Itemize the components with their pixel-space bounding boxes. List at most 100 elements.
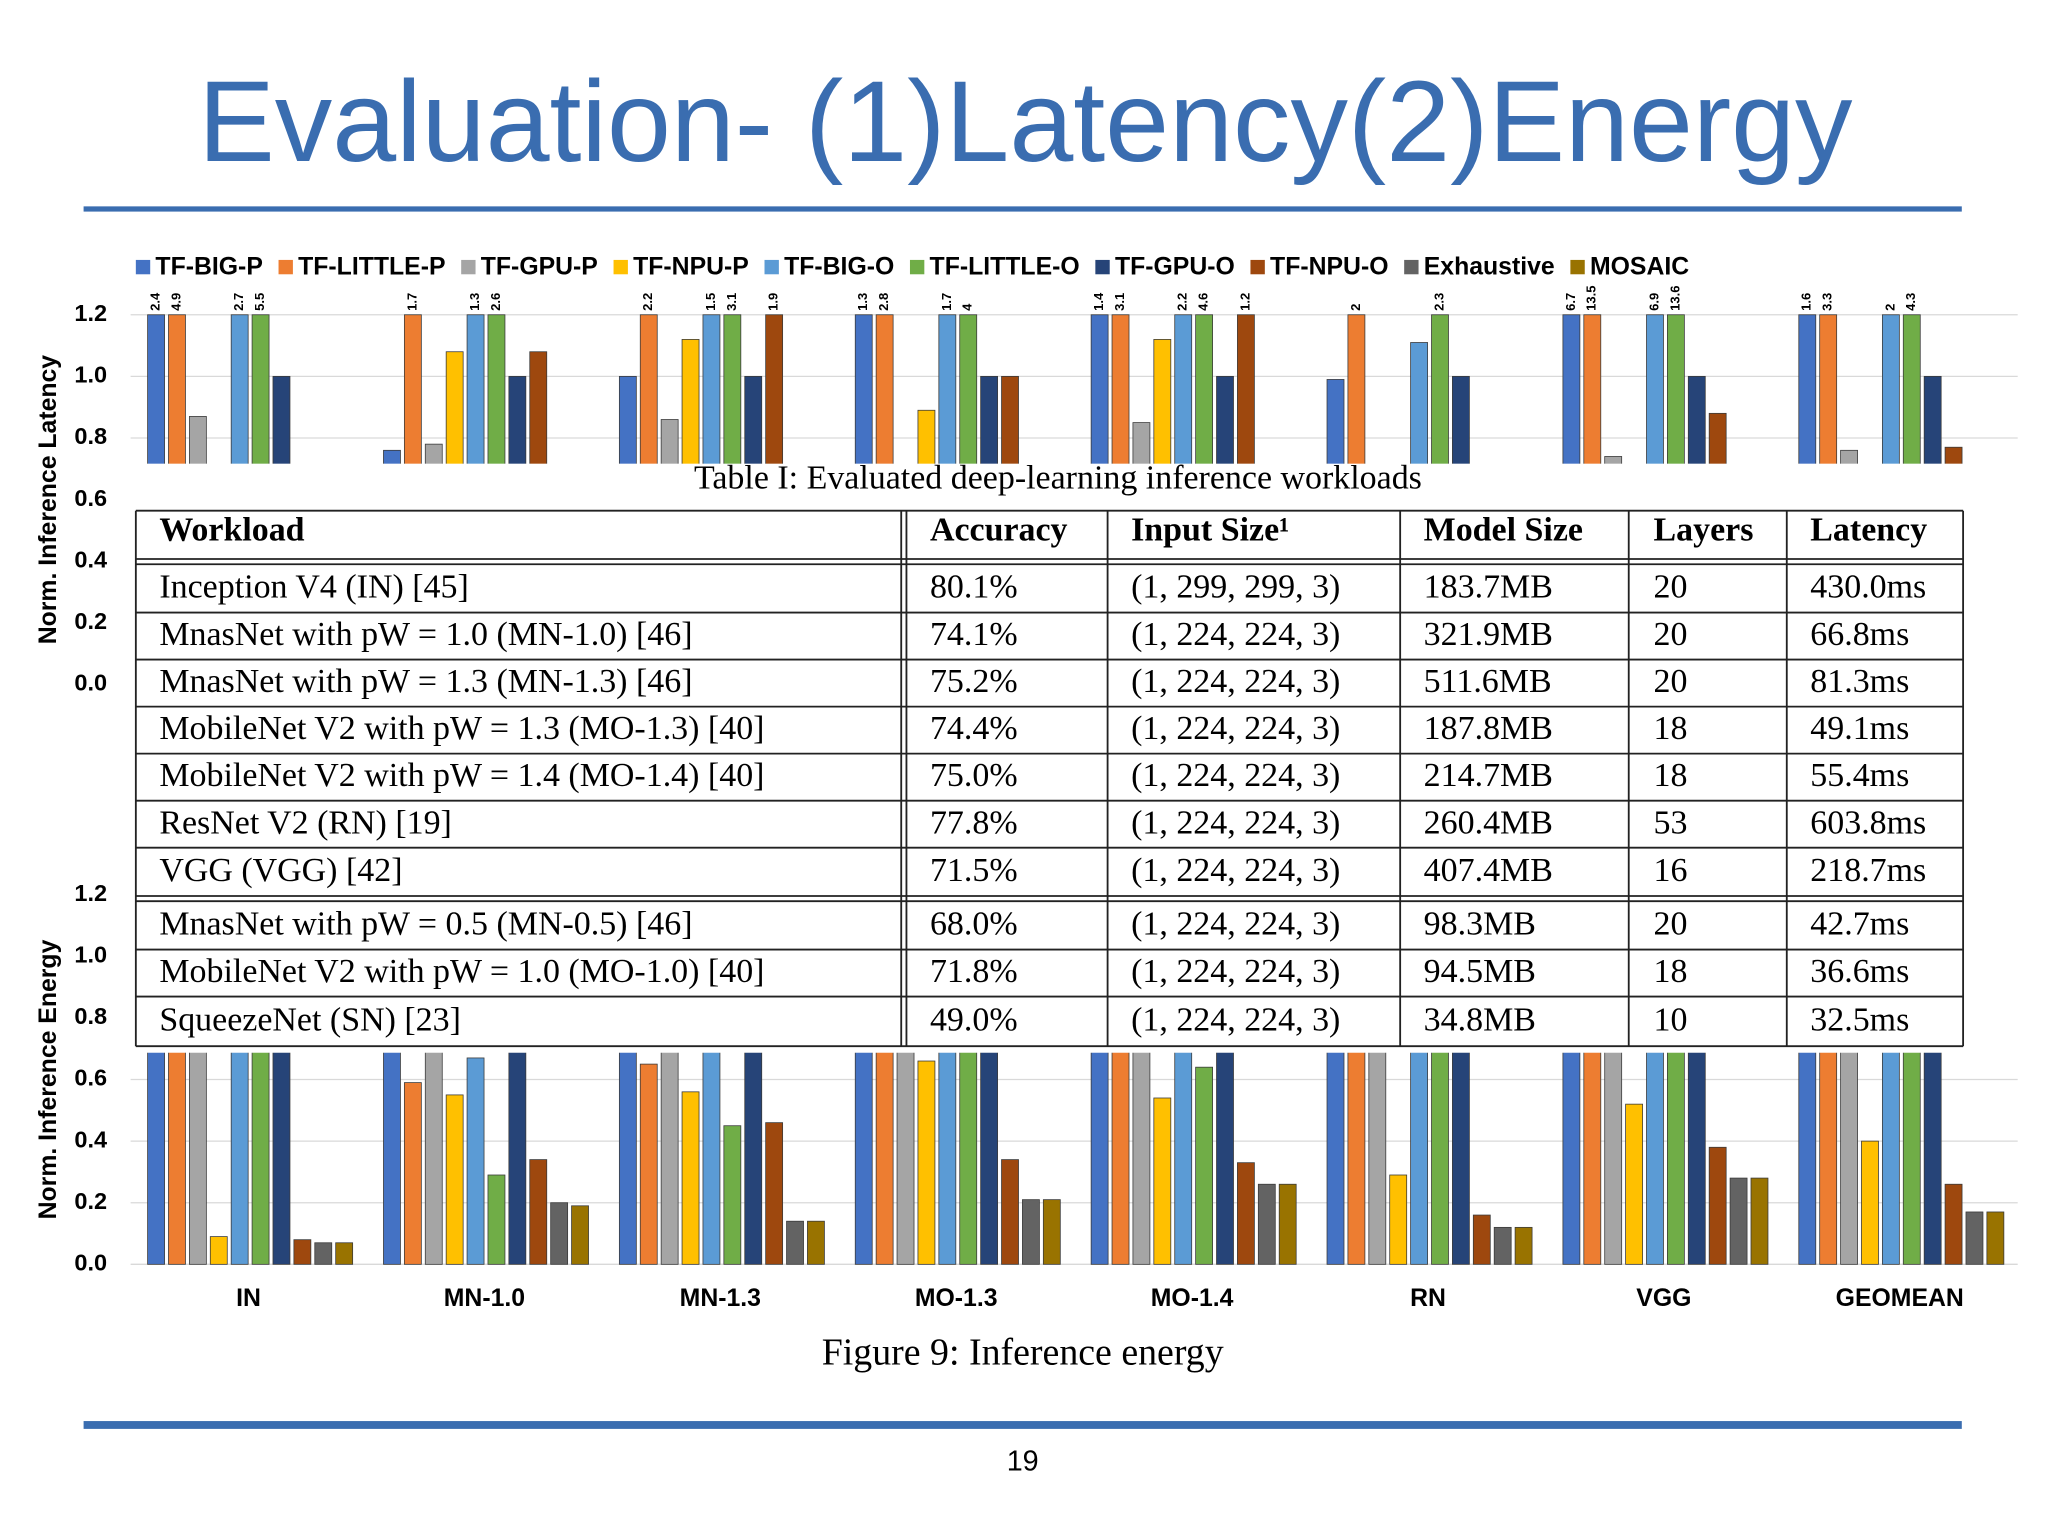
table-cell: 75.2% [930, 663, 1018, 700]
table-cell: 18 [1654, 953, 1688, 990]
bar [529, 1159, 548, 1265]
x-tick-label: GEOMEAN [1836, 1285, 1964, 1312]
value-label: 1.3 [467, 293, 482, 311]
y-tick-label: 1.2 [74, 300, 107, 326]
table-cell: 49.1ms [1810, 710, 1909, 747]
y-tick-label: 1.2 [74, 880, 107, 906]
bar [1625, 1103, 1643, 1265]
legend-swatch [613, 259, 628, 275]
legend-swatch [909, 259, 925, 275]
table-cell: (1, 224, 224, 3) [1131, 710, 1340, 747]
table-cell: (1, 299, 299, 3) [1131, 569, 1340, 606]
table-cell: (1, 224, 224, 3) [1131, 852, 1340, 889]
bar [1965, 1211, 1984, 1265]
table-cell: 321.9MB [1424, 616, 1553, 653]
value-label: 1.6 [1799, 293, 1814, 311]
table-cell: 68.0% [930, 905, 1018, 942]
bar [403, 1082, 422, 1265]
bar [1257, 1183, 1276, 1265]
table-cell: 187.8MB [1424, 710, 1553, 747]
table-cell: 53 [1654, 804, 1688, 841]
page-number: 19 [1007, 1445, 1039, 1477]
table-cell: 32.5ms [1810, 1001, 1909, 1038]
legend-swatch [1250, 259, 1265, 275]
x-tick-label: VGG [1636, 1285, 1691, 1312]
legend-label: TF-LITTLE-P [298, 253, 445, 280]
value-label: 3.3 [1820, 293, 1835, 311]
legend-label: TF-BIG-P [155, 253, 262, 280]
table-cell: (1, 224, 224, 3) [1131, 757, 1340, 794]
table-cell: (1, 224, 224, 3) [1131, 953, 1340, 990]
bar [917, 1060, 936, 1265]
title-rule [83, 206, 1962, 212]
table-cell: 36.6ms [1810, 953, 1909, 990]
table-cell: 71.8% [930, 953, 1018, 990]
table-cell: 42.7ms [1810, 905, 1909, 942]
table-cell: 10 [1654, 1001, 1688, 1038]
x-tick-label: MN-1.3 [680, 1285, 761, 1312]
table-cell: MnasNet with pW = 0.5 (MN-0.5) [46] [159, 905, 692, 942]
table-cell: MobileNet V2 with pW = 1.0 (MO-1.0) [40] [159, 953, 764, 990]
legend-swatch [461, 259, 476, 275]
table-cell: (1, 224, 224, 3) [1131, 663, 1340, 700]
table-cell: SqueezeNet (SN) [23] [159, 1001, 461, 1038]
legend-swatch [764, 259, 779, 275]
table-cell: 71.5% [930, 852, 1018, 889]
y-tick-label: 0.2 [74, 1188, 107, 1214]
value-label: 2 [1348, 304, 1363, 311]
bar [1750, 1177, 1769, 1265]
bar [1708, 1146, 1727, 1265]
bar [1042, 1199, 1061, 1265]
legend-swatch [278, 259, 293, 275]
table-cell: 20 [1654, 905, 1688, 942]
legend-swatch [135, 259, 151, 275]
bar [765, 1122, 784, 1265]
bar [681, 1091, 700, 1265]
bar [723, 1125, 742, 1265]
bar [1001, 1159, 1019, 1265]
y-axis-label: Norm. Inference Latency [35, 355, 62, 645]
y-tick-label: 1.0 [74, 942, 107, 968]
y-tick-label: 0.8 [74, 1003, 107, 1029]
value-label: 4.3 [1903, 293, 1918, 311]
table-cell: (1, 224, 224, 3) [1131, 804, 1340, 841]
bar [1278, 1183, 1297, 1265]
value-label: 2.2 [1175, 293, 1190, 311]
table-cell: 77.8% [930, 804, 1018, 841]
y-tick-label: 0.4 [74, 1126, 107, 1152]
value-label: 1.7 [404, 293, 419, 311]
table-cell: 183.7MB [1424, 569, 1553, 606]
table-header: Workload [159, 512, 304, 549]
table: Table I: Evaluated deep-learning inferen… [124, 459, 2025, 1053]
table-header: Accuracy [930, 512, 1068, 549]
table-cell: 20 [1654, 663, 1688, 700]
table-cell: 430.0ms [1810, 569, 1926, 606]
table-cell: MnasNet with pW = 1.0 (MN-1.0) [46] [159, 616, 692, 653]
bar [550, 1202, 569, 1265]
table-cell: 260.4MB [1424, 804, 1553, 841]
value-label: 2.4 [148, 292, 163, 311]
table-cell: 55.4ms [1810, 757, 1909, 794]
table-caption: Table I: Evaluated deep-learning inferen… [694, 459, 1422, 496]
x-tick-label: MN-1.0 [444, 1285, 525, 1312]
bar [1986, 1211, 2005, 1265]
table-cell: 20 [1654, 616, 1688, 653]
table-cell: 49.0% [930, 1001, 1018, 1038]
table-header: Model Size [1424, 512, 1583, 549]
table-cell: 18 [1654, 757, 1688, 794]
table-cell: (1, 224, 224, 3) [1131, 905, 1340, 942]
bar [639, 1063, 658, 1265]
legend-swatch [1095, 259, 1110, 275]
legend-label: TF-BIG-O [784, 253, 894, 280]
bar [1514, 1226, 1533, 1265]
value-label: 6.7 [1563, 293, 1578, 311]
y-axis-label: Norm. Inference Energy [35, 939, 62, 1219]
bar [466, 1057, 485, 1265]
table-cell: (1, 224, 224, 3) [1131, 616, 1340, 653]
value-label: 2.2 [640, 293, 655, 311]
value-label: 4 [960, 303, 975, 311]
bar [445, 1094, 464, 1265]
value-label: 1.4 [1091, 292, 1106, 311]
value-label: 1.2 [1237, 293, 1252, 311]
